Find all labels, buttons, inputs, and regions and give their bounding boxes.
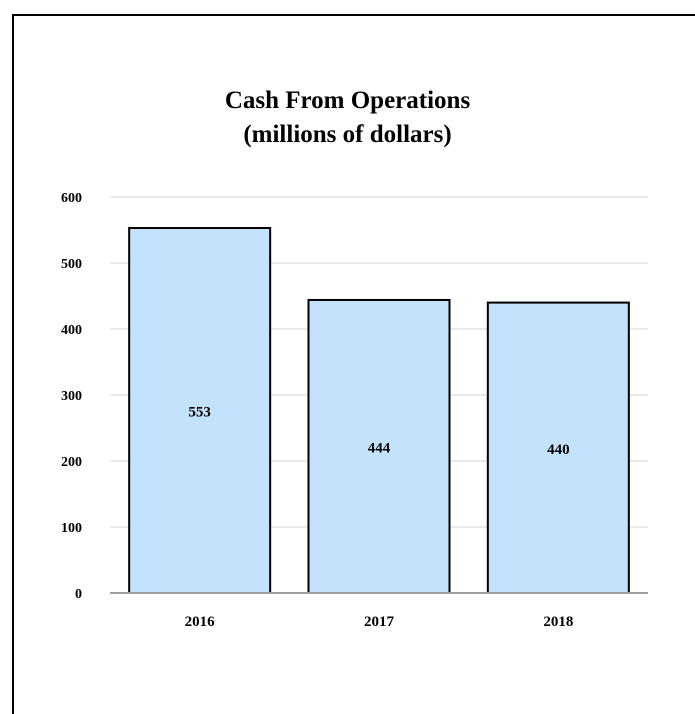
- x-tick-label: 2016: [185, 614, 216, 630]
- y-tick-label: 200: [61, 455, 82, 470]
- y-tick-label: 0: [75, 587, 82, 602]
- bar: [307, 298, 451, 594]
- y-tick-label: 300: [61, 389, 82, 404]
- y-tick-label: 100: [61, 521, 82, 536]
- bar: [128, 227, 272, 595]
- data-label: 444: [368, 440, 391, 456]
- bar: [486, 301, 630, 594]
- chart-title: Cash From Operations: [224, 87, 471, 114]
- chart-subtitle: (millions of dollars): [243, 121, 452, 148]
- data-label: 553: [188, 405, 211, 421]
- y-tick-label: 400: [61, 323, 82, 338]
- x-tick-label: 2017: [364, 614, 395, 630]
- chart-frame: [12, 14, 695, 714]
- y-tick-label: 600: [61, 191, 82, 206]
- data-label: 440: [547, 442, 570, 458]
- y-tick-label: 500: [61, 257, 82, 272]
- bar-chart: 0 100 200 300 400 500 600 553 2016 444 2017 440 2018: [61, 191, 648, 630]
- x-tick-label: 2018: [543, 614, 573, 630]
